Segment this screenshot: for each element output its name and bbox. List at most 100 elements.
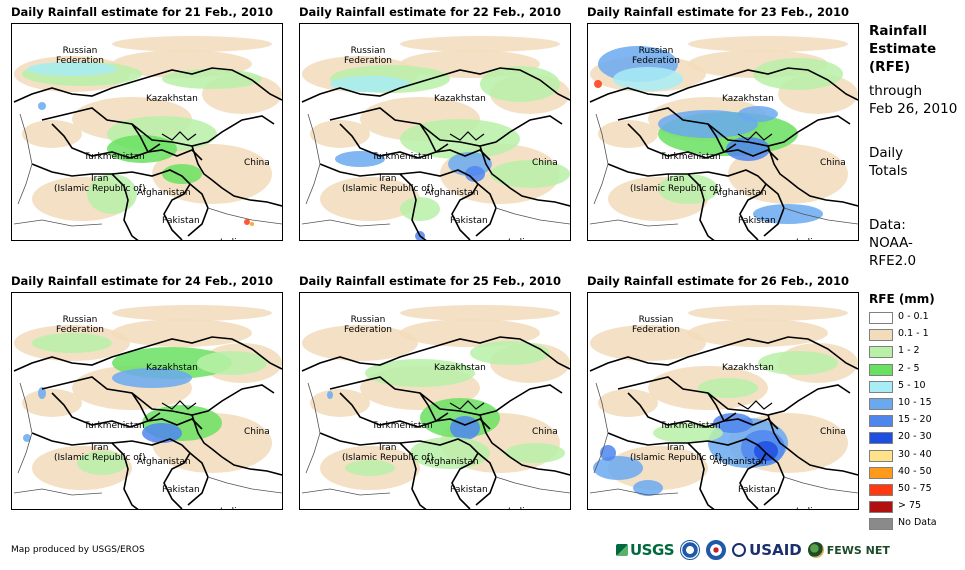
country-label-china: China — [244, 158, 270, 168]
country-label-iran: Iran (Islamic Republic of) — [342, 174, 434, 194]
through-line2: Feb 26, 2010 — [869, 101, 958, 117]
country-label-afghanistan: Afghanistan — [713, 188, 767, 198]
country-label-china: China — [244, 427, 270, 437]
legend-label: 1 - 2 — [898, 345, 920, 357]
country-label-india: India — [796, 507, 818, 509]
country-label-russia: Russian Federation — [632, 46, 680, 66]
rfe-legend: RFE (mm) 0 - 0.1 0.1 - 1 1 - 2 2 - 5 5 - 10 1… — [869, 292, 965, 533]
legend-swatch — [869, 346, 893, 359]
country-label-turkmenistan: Turkmenistan — [84, 421, 145, 431]
legend-swatch — [869, 432, 893, 445]
daily-line2: Totals — [869, 163, 908, 179]
country-label-afghanistan: Afghanistan — [137, 188, 191, 198]
panel-title: Daily Rainfall estimate for 21 Feb., 201… — [11, 5, 273, 19]
logo-bar: USGS USAID FEWS NET — [616, 537, 890, 563]
rainfall-map: Russian Federation Kazakhstan Turkmenistan I… — [11, 23, 283, 241]
country-label-kazakhstan: Kazakhstan — [434, 94, 486, 104]
legend-item: 30 - 40 — [869, 448, 965, 465]
country-label-india: India — [796, 238, 818, 240]
country-label-kazakhstan: Kazakhstan — [146, 363, 198, 373]
legend-label: 20 - 30 — [898, 431, 932, 443]
country-label-china: China — [532, 427, 558, 437]
data-line3: RFE2.0 — [869, 253, 917, 269]
country-label-turkmenistan: Turkmenistan — [372, 152, 433, 162]
country-label-turkmenistan: Turkmenistan — [372, 421, 433, 431]
rainfall-map: Russian Federation Kazakhstan Turkmenistan I… — [587, 292, 859, 510]
usaid-logo: USAID — [732, 541, 802, 559]
legend-item: 20 - 30 — [869, 430, 965, 447]
panel-title: Daily Rainfall estimate for 23 Feb., 201… — [587, 5, 849, 19]
map-canvas — [13, 36, 282, 240]
rainfall-map: Russian Federation Kazakhstan Turkmenistan I… — [299, 23, 571, 241]
map-canvas — [301, 305, 570, 509]
legend-label: 2 - 5 — [898, 362, 920, 374]
through-line1: through — [869, 83, 923, 99]
legend-swatch — [869, 329, 893, 342]
legend-item: 5 - 10 — [869, 379, 965, 396]
legend-swatch — [869, 363, 893, 376]
rfe-title-line2: Estimate — [869, 41, 937, 57]
country-label-russia: Russian Federation — [344, 46, 392, 66]
country-label-iran: Iran (Islamic Republic of) — [630, 443, 722, 463]
country-label-russia: Russian Federation — [344, 315, 392, 335]
nws-logo-icon — [706, 540, 727, 560]
legend-item: 0 - 0.1 — [869, 310, 965, 327]
country-label-iran: Iran (Islamic Republic of) — [54, 174, 146, 194]
fews-globe-icon — [807, 542, 824, 558]
legend-label: 30 - 40 — [898, 448, 932, 460]
legend-item: 1 - 2 — [869, 344, 965, 361]
country-label-china: China — [820, 158, 846, 168]
country-label-iran: Iran (Islamic Republic of) — [54, 443, 146, 463]
usgs-logo-text: USGS — [630, 541, 675, 559]
legend-item: 50 - 75 — [869, 482, 965, 499]
map-canvas — [589, 36, 858, 240]
panel-title: Daily Rainfall estimate for 22 Feb., 201… — [299, 5, 561, 19]
legend-label: 5 - 10 — [898, 379, 926, 391]
legend-item: 15 - 20 — [869, 413, 965, 430]
legend-item: No Data — [869, 516, 965, 533]
panel-title: Daily Rainfall estimate for 24 Feb., 201… — [11, 274, 273, 288]
legend-title: RFE (mm) — [869, 292, 935, 306]
country-label-turkmenistan: Turkmenistan — [660, 421, 721, 431]
daily-line1: Daily — [869, 145, 904, 161]
country-label-afghanistan: Afghanistan — [713, 457, 767, 467]
legend-swatch — [869, 397, 893, 410]
legend-label: 0 - 0.1 — [898, 311, 929, 322]
legend-label: > 75 — [898, 500, 922, 512]
country-label-afghanistan: Afghanistan — [425, 188, 479, 198]
legend-swatch — [869, 380, 893, 393]
usaid-logo-text: USAID — [749, 541, 802, 559]
map-canvas — [13, 305, 282, 509]
country-label-kazakhstan: Kazakhstan — [722, 94, 774, 104]
data-line2: NOAA- — [869, 235, 913, 251]
map-credit: Map produced by USGS/EROS — [11, 545, 145, 555]
legend-swatch — [869, 501, 893, 514]
map-canvas — [301, 36, 570, 240]
country-label-russia: Russian Federation — [632, 315, 680, 335]
country-label-turkmenistan: Turkmenistan — [84, 152, 145, 162]
country-label-pakistan: Pakistan — [162, 485, 200, 495]
legend-label: No Data — [898, 517, 937, 529]
country-label-turkmenistan: Turkmenistan — [660, 152, 721, 162]
legend-item: 2 - 5 — [869, 362, 965, 379]
legend-item: 40 - 50 — [869, 465, 965, 482]
legend-item: 10 - 15 — [869, 396, 965, 413]
panel-title: Daily Rainfall estimate for 26 Feb., 201… — [587, 274, 849, 288]
legend-label: 15 - 20 — [898, 414, 932, 426]
map-canvas — [589, 305, 858, 509]
legend-label: 0.1 - 1 — [898, 328, 929, 340]
usgs-logo: USGS — [616, 541, 675, 559]
country-label-pakistan: Pakistan — [738, 216, 776, 226]
country-label-pakistan: Pakistan — [450, 485, 488, 495]
country-label-iran: Iran (Islamic Republic of) — [630, 174, 722, 194]
rfe-title-line1: Rainfall — [869, 23, 927, 39]
country-label-afghanistan: Afghanistan — [425, 457, 479, 467]
country-label-india: India — [220, 507, 242, 509]
legend-swatch — [869, 312, 893, 324]
rfe-title-line3: (RFE) — [869, 59, 911, 75]
country-label-afghanistan: Afghanistan — [137, 457, 191, 467]
country-label-india: India — [508, 238, 530, 240]
panel-title: Daily Rainfall estimate for 25 Feb., 201… — [299, 274, 561, 288]
country-label-pakistan: Pakistan — [450, 216, 488, 226]
legend-label: 10 - 15 — [898, 396, 932, 408]
